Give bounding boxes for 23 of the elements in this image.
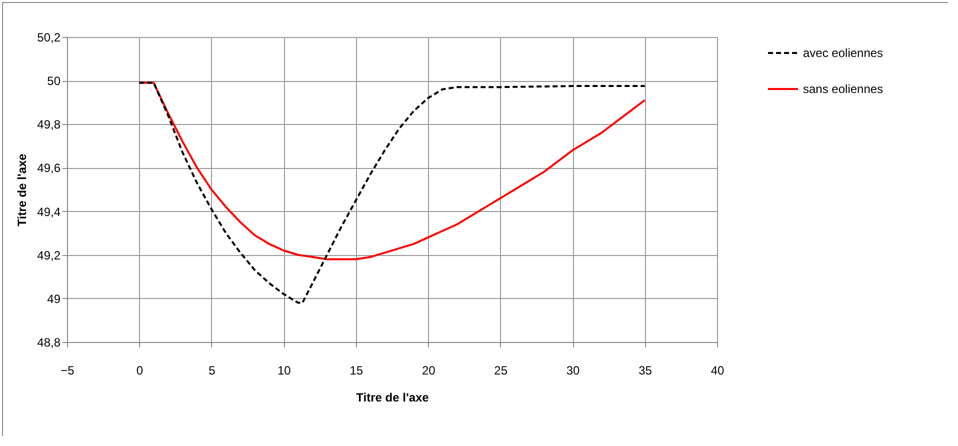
x-tick-label: −5	[60, 364, 75, 378]
x-tick-label: 10	[277, 364, 292, 378]
y-tick-label: 49,8	[37, 118, 61, 132]
y-tick-label: 49,2	[37, 248, 61, 262]
x-tick-label: 5	[208, 364, 216, 378]
x-tick-label: 25	[494, 364, 508, 378]
x-tick-label: 40	[710, 364, 724, 378]
x-tick-label: 30	[566, 364, 580, 378]
y-tick-label: 48,8	[37, 336, 61, 350]
y-tick-label: 49,6	[37, 161, 61, 176]
legend-label: sans eoliennes	[803, 82, 884, 96]
y-tick-label: 50,2	[37, 30, 61, 44]
x-tick-label: 0	[136, 364, 144, 378]
y-tick-label: 49	[47, 292, 61, 306]
legend-label: avec eoliennes	[803, 46, 884, 60]
x-tick-label: 20	[422, 364, 436, 378]
x-axis-title: Titre de l'axe	[356, 390, 430, 404]
y-tick-label: 49,4	[37, 204, 61, 219]
y-axis-title: Titre de l'axe	[15, 153, 30, 226]
x-tick-label: 35	[638, 364, 652, 378]
x-tick-label: 15	[350, 364, 364, 378]
y-tick-label: 50	[47, 74, 61, 88]
line-series	[138, 82, 646, 304]
